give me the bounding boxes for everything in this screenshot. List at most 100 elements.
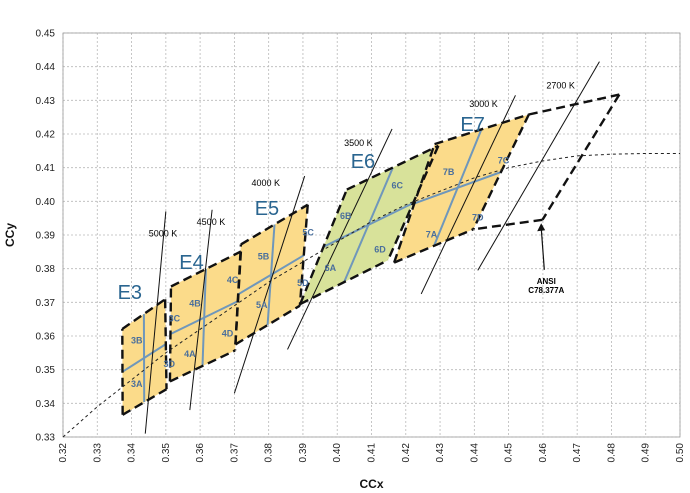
bin-label: 3B bbox=[131, 335, 143, 345]
x-tick-label: 0.44 bbox=[469, 443, 480, 463]
bin-label: 4B bbox=[189, 298, 201, 308]
x-tick-label: 0.38 bbox=[264, 443, 275, 463]
y-tick-label: 0.42 bbox=[36, 130, 56, 141]
bin-label: 7B bbox=[443, 167, 455, 177]
annotation-arrow-line bbox=[540, 227, 545, 270]
region-edge-bottom bbox=[393, 228, 474, 264]
group-label: E5 bbox=[255, 198, 279, 220]
region-edge-top bbox=[346, 144, 439, 191]
x-tick-label: 0.48 bbox=[606, 443, 617, 463]
region-edge-top bbox=[121, 298, 166, 330]
bin-divider-vertical bbox=[201, 268, 207, 367]
x-tick-label: 0.36 bbox=[195, 443, 206, 463]
isotherm-label: 4000 K bbox=[252, 178, 281, 188]
y-tick-label: 0.37 bbox=[36, 298, 56, 309]
plot-frame bbox=[62, 32, 681, 438]
bin-label: 6D bbox=[374, 245, 386, 255]
x-tick-label: 0.41 bbox=[367, 443, 378, 463]
axis-ticks: 0.32 0.33 0.34 0.35 0.36 0.37 0.38 0.39 0.40 0.41… bbox=[36, 29, 686, 463]
region-edge-right bbox=[472, 113, 530, 230]
x-tick-label: 0.45 bbox=[504, 443, 515, 463]
region-edge-bottom bbox=[122, 388, 168, 416]
x-tick-label: 0.43 bbox=[435, 443, 446, 463]
y-tick-label: 0.45 bbox=[36, 29, 56, 40]
region-edge-right bbox=[386, 145, 440, 261]
y-tick-label: 0.44 bbox=[36, 62, 56, 73]
bin-label: 7D bbox=[472, 213, 484, 223]
x-tick-label: 0.39 bbox=[298, 443, 309, 463]
x-tick-label: 0.47 bbox=[572, 443, 583, 463]
isotherm-line bbox=[189, 209, 213, 411]
group-label: E7 bbox=[460, 114, 484, 136]
isotherm-label: 5000 K bbox=[149, 229, 178, 239]
x-tick-label: 0.32 bbox=[58, 443, 69, 463]
bin-label: 3C bbox=[169, 314, 181, 324]
y-tick-label: 0.41 bbox=[36, 163, 56, 174]
region-edge-bottom bbox=[169, 349, 236, 383]
y-tick-label: 0.34 bbox=[36, 399, 56, 410]
region-edge-left bbox=[168, 286, 173, 382]
ansi-boundary bbox=[121, 93, 621, 416]
x-tick-label: 0.35 bbox=[161, 443, 172, 463]
isotherm-label: 3000 K bbox=[469, 99, 498, 109]
region-edge-left bbox=[392, 143, 436, 263]
annotation-text: ANSI bbox=[537, 277, 556, 286]
x-tick-label: 0.50 bbox=[675, 443, 686, 463]
bin-label: 5C bbox=[302, 228, 314, 238]
group-label: E3 bbox=[118, 282, 142, 304]
bin-label: 6B bbox=[340, 211, 352, 221]
region-edge-left bbox=[299, 189, 348, 305]
annotation-arrowhead bbox=[537, 223, 546, 232]
region-edge-right bbox=[298, 204, 309, 306]
y-tick-label: 0.33 bbox=[36, 433, 56, 444]
isotherm-line bbox=[477, 61, 600, 271]
cct-isotherms: 5000 K 4500 K 4000 K 3500 K 3000 K 2700 K bbox=[144, 61, 600, 434]
bin-label: 6A bbox=[325, 263, 337, 273]
x-tick-label: 0.49 bbox=[641, 443, 652, 463]
region-edge-bottom bbox=[299, 259, 389, 306]
isotherm-line bbox=[144, 211, 167, 434]
region-edge-top bbox=[240, 203, 309, 246]
isotherm-label: 4500 K bbox=[197, 217, 226, 227]
bin-label: 4D bbox=[222, 329, 234, 339]
y-tick-label: 0.35 bbox=[36, 365, 56, 376]
group-label: E4 bbox=[179, 252, 203, 274]
ansi-lower-extension bbox=[473, 218, 543, 231]
y-tick-label: 0.39 bbox=[36, 231, 56, 242]
x-tick-label: 0.42 bbox=[401, 443, 412, 463]
bin-label: 3D bbox=[164, 359, 176, 369]
bin-label: 5B bbox=[258, 251, 270, 261]
bin-divider-vertical bbox=[266, 224, 276, 325]
region-edge-top bbox=[434, 113, 530, 146]
bin-dividers bbox=[122, 128, 502, 403]
annotation-text: C78.377A bbox=[528, 286, 564, 295]
isotherm-line bbox=[287, 128, 393, 350]
region-edge-right bbox=[163, 299, 168, 390]
bin-label: 6C bbox=[391, 181, 403, 191]
bin-label: 5A bbox=[256, 300, 268, 310]
x-tick-label: 0.37 bbox=[229, 443, 240, 463]
region-edge-left bbox=[234, 244, 243, 345]
y-tick-label: 0.43 bbox=[36, 96, 56, 107]
bin-region-e7 bbox=[394, 114, 529, 263]
y-tick-label: 0.36 bbox=[36, 332, 56, 343]
bin-label: 7C bbox=[498, 155, 510, 165]
x-tick-label: 0.40 bbox=[332, 443, 343, 463]
bin-label: 7A bbox=[426, 229, 438, 239]
bin-label: 3A bbox=[131, 379, 143, 389]
planckian-locus bbox=[62, 153, 680, 438]
y-axis-title: CCy bbox=[3, 223, 17, 247]
y-tick-label: 0.40 bbox=[36, 197, 56, 208]
isotherm-label: 3500 K bbox=[344, 138, 373, 148]
bin-divider-vertical bbox=[343, 167, 394, 283]
region-edge-bottom bbox=[234, 304, 301, 346]
bin-label: 4C bbox=[227, 275, 239, 285]
y-tick-label: 0.38 bbox=[36, 264, 56, 275]
bin-label: 4A bbox=[184, 349, 196, 359]
planckian-locus-line bbox=[62, 153, 680, 438]
ansi-right-edge bbox=[541, 93, 621, 221]
x-tick-label: 0.46 bbox=[538, 443, 549, 463]
group-label: E6 bbox=[351, 151, 375, 173]
x-tick-label: 0.34 bbox=[127, 443, 138, 463]
